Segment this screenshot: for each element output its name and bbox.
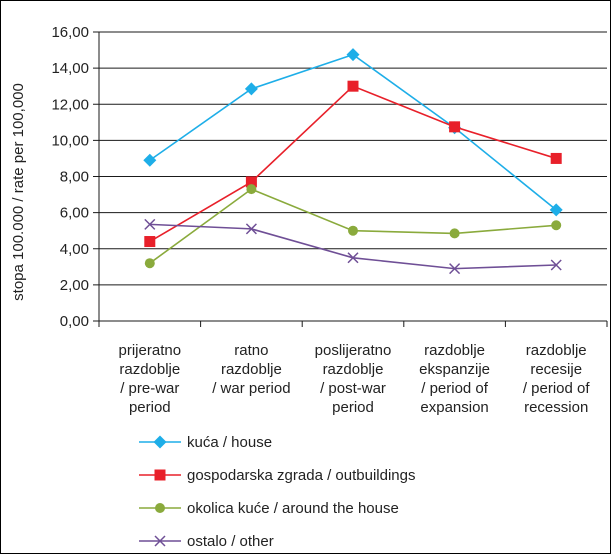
- category-label-line: razdoblje: [323, 361, 384, 378]
- data-point: [144, 236, 156, 248]
- category-label-line: ekspanzije: [419, 361, 490, 378]
- data-point: [155, 503, 165, 513]
- y-tick-label: 8,00: [60, 169, 89, 186]
- series-lines: [143, 48, 563, 275]
- legend: kuća / house gospodarska zgrada / outbuil…: [139, 434, 416, 550]
- data-point: [154, 469, 166, 481]
- data-point: [244, 82, 258, 96]
- category-label-line: period: [332, 399, 374, 416]
- y-tick-labels: 0,00 2,00 4,00 6,00 8,00 10,00 12,00 14,00 16,00: [51, 24, 89, 330]
- data-point: [245, 223, 257, 235]
- data-point: [153, 435, 167, 449]
- data-point: [144, 258, 155, 269]
- legend-label: okolica kuće / around the house: [187, 500, 399, 517]
- y-tick-label: 4,00: [60, 241, 89, 258]
- data-point: [245, 176, 257, 188]
- y-tick-label: 14,00: [51, 60, 89, 77]
- series: [144, 184, 562, 269]
- data-point: [449, 121, 461, 133]
- data-point: [143, 153, 157, 167]
- y-tick-label: 2,00: [60, 277, 89, 294]
- data-point: [154, 535, 166, 547]
- category-label: poslijeratno razdoblje / post-war period: [315, 342, 392, 416]
- data-point: [348, 225, 358, 236]
- category-label-line: razdoblje: [221, 361, 282, 378]
- category-label: ratno razdoblje / war period: [212, 342, 290, 397]
- category-label: prijeratno razdoblje / pre-war period: [119, 342, 182, 416]
- legend-label: ostalo / other: [187, 533, 274, 550]
- legend-item: kuća / house: [139, 434, 272, 451]
- category-label-line: poslijeratno: [315, 342, 392, 359]
- category-label-line: / war period: [212, 380, 290, 397]
- data-point: [449, 263, 461, 275]
- data-point: [549, 203, 563, 217]
- y-tick-label: 12,00: [51, 96, 89, 113]
- y-tick-label: 16,00: [51, 24, 89, 41]
- data-point: [347, 252, 359, 264]
- y-tick-label: 0,00: [60, 313, 89, 330]
- category-label: razdoblje recesije / period of recession: [523, 342, 591, 416]
- legend-label: kuća / house: [187, 434, 272, 451]
- category-label-line: razdoblje: [424, 342, 485, 359]
- series: [143, 48, 563, 217]
- category-label: razdoblje ekspanzije / period of expansion: [419, 342, 490, 416]
- legend-item: okolica kuće / around the house: [139, 500, 399, 517]
- category-label-line: recession: [524, 399, 588, 416]
- category-label-line: / period of: [421, 380, 489, 397]
- data-point: [144, 218, 156, 230]
- category-label-line: razdoblje: [526, 342, 587, 359]
- category-label-line: razdoblje: [119, 361, 180, 378]
- data-point: [246, 184, 257, 195]
- category-label-line: / pre-war: [120, 380, 179, 397]
- series: [144, 218, 562, 275]
- legend-item: gospodarska zgrada / outbuildings: [139, 467, 416, 484]
- y-axis-title: stopa 100.000 / rate per 100,000: [10, 83, 27, 301]
- gridlines: [93, 31, 607, 322]
- y-tick-label: 10,00: [51, 132, 89, 149]
- category-label-line: period: [129, 399, 171, 416]
- category-label-line: / period of: [523, 380, 591, 397]
- data-point: [550, 259, 562, 271]
- axes: [98, 32, 608, 327]
- data-point: [347, 80, 359, 92]
- data-point: [550, 152, 562, 164]
- y-tick-label: 6,00: [60, 205, 89, 222]
- category-label-line: recesije: [530, 361, 582, 378]
- category-label-line: prijeratno: [119, 342, 182, 359]
- category-label-line: expansion: [420, 399, 488, 416]
- legend-item: ostalo / other: [139, 533, 274, 550]
- data-point: [346, 48, 360, 62]
- category-label-line: ratno: [234, 342, 268, 359]
- series-line: [149, 53, 557, 211]
- data-point: [551, 220, 562, 231]
- data-point: [449, 228, 460, 239]
- category-label-line: / post-war: [320, 380, 386, 397]
- legend-label: gospodarska zgrada / outbuildings: [187, 467, 416, 484]
- series: [144, 80, 562, 248]
